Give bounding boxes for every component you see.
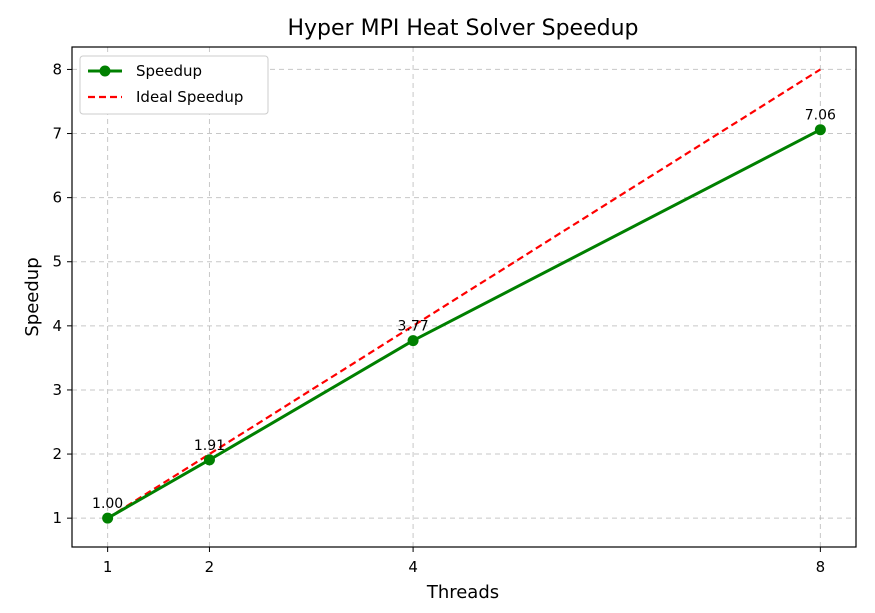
x-tick-label: 8: [816, 558, 826, 576]
ideal-speedup-line: [107, 68, 821, 520]
legend-box: [79, 55, 269, 115]
speedup-point: [407, 335, 419, 347]
y-tick-label: 2: [52, 445, 62, 463]
y-tick-label: 6: [52, 189, 62, 207]
x-tick-label: 1: [103, 558, 113, 576]
speedup-value-label: 7.06: [805, 108, 836, 124]
y-tick-label: 7: [52, 125, 62, 143]
speedup-point: [814, 124, 826, 136]
y-tick-label: 3: [52, 381, 62, 399]
chart-title: Hyper MPI Heat Solver Speedup: [287, 16, 638, 41]
y-tick-label: 8: [52, 60, 62, 78]
y-axis-ticks: 1 2 3 4 5 6 7 8: [52, 60, 72, 527]
speedup-value-label: 1.00: [92, 496, 123, 512]
legend-speedup-label: Speedup: [136, 62, 202, 80]
speedup-point: [203, 454, 215, 466]
series-layer: [102, 68, 826, 524]
y-tick-label: 4: [52, 317, 62, 335]
legend: Speedup Ideal Speedup: [79, 55, 269, 115]
legend-ideal-label: Ideal Speedup: [136, 88, 243, 106]
speedup-value-label: 1.91: [194, 438, 225, 454]
x-tick-label: 4: [408, 558, 418, 576]
x-tick-label: 2: [205, 558, 215, 576]
data-labels: 1.00 1.91 3.77 7.06: [92, 108, 836, 512]
speedup-point: [102, 512, 114, 524]
speedup-line: [106, 128, 822, 520]
legend-speedup-marker: [99, 65, 111, 77]
y-tick-label: 1: [52, 509, 62, 527]
y-axis-title: Speedup: [22, 257, 43, 336]
speedup-value-label: 3.77: [398, 319, 429, 335]
y-tick-label: 5: [52, 253, 62, 271]
x-axis-ticks: 1 2 4 8: [103, 547, 825, 576]
plot-frame: [71, 46, 857, 548]
x-axis-title: Threads: [426, 582, 499, 603]
